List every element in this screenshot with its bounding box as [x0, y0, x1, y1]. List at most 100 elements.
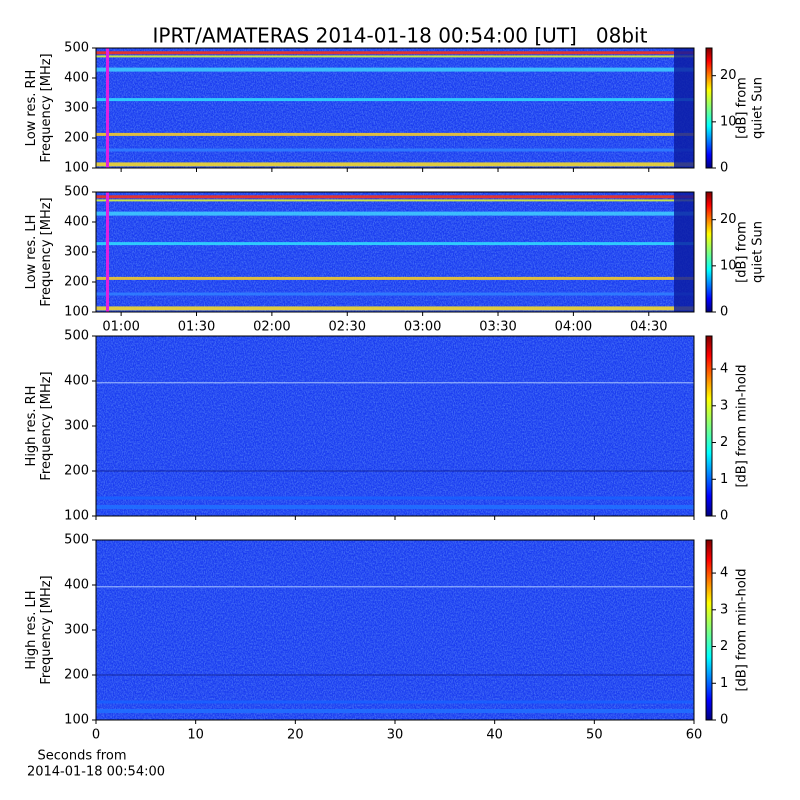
colorbar-tick-label: 20	[720, 212, 737, 227]
y-tick-label: 300	[64, 101, 89, 116]
spectrogram-band	[96, 276, 694, 280]
spectrogram-band	[96, 709, 694, 713]
y-axis-label: Frequency [MHz]	[39, 371, 54, 480]
y-tick-label: 400	[64, 578, 89, 593]
y-tick-label: 500	[64, 329, 89, 344]
x-tick-label: 01:30	[178, 320, 215, 335]
spectrogram-band	[96, 586, 694, 588]
spectrogram-band	[96, 51, 694, 55]
colorbar	[706, 48, 712, 168]
colorbar-frame	[705, 191, 713, 313]
x-tick-label: 50	[586, 728, 603, 743]
colorbar-tick-label: 1	[720, 676, 728, 691]
spectrogram-band	[96, 98, 694, 102]
spectrogram-band	[96, 674, 694, 676]
colorbar-label: [dB] from min-hold	[735, 568, 750, 691]
x-tick-label: 20	[287, 728, 304, 743]
x-tick-label: 03:30	[479, 320, 516, 335]
y-axis-label: Low res. RH	[24, 70, 39, 147]
colorbar-frame	[705, 335, 713, 517]
x-tick-label: 04:30	[630, 320, 667, 335]
y-tick-label: 500	[64, 41, 89, 56]
y-tick-label: 200	[64, 668, 89, 683]
spectrogram-noise	[96, 540, 694, 720]
x-tick-label: 02:00	[253, 320, 290, 335]
x-tick-label: 10	[187, 728, 204, 743]
colorbar-tick-label: 1	[720, 472, 728, 487]
colorbar-tick-label: 0	[720, 161, 728, 176]
colorbar-tick-label: 2	[720, 639, 728, 654]
x-tick-label: 0	[92, 728, 100, 743]
y-tick-label: 300	[64, 623, 89, 638]
colorbar	[706, 540, 712, 720]
y-axis-label: High res. RH	[24, 386, 39, 467]
colorbar-tick-label: 0	[720, 509, 728, 524]
y-tick-label: 200	[64, 464, 89, 479]
y-tick-label: 200	[64, 131, 89, 146]
spectrogram-band	[96, 292, 694, 296]
spectrogram-band	[96, 199, 694, 202]
colorbar-tick-label: 0	[720, 305, 728, 320]
colorbar	[706, 192, 712, 312]
colorbar-tick-label: 10	[720, 114, 737, 129]
spectrogram-gap	[674, 48, 694, 168]
x-tick-label: 40	[486, 728, 503, 743]
x-tick-label: 30	[387, 728, 404, 743]
spectrogram-band	[96, 496, 694, 500]
y-tick-label: 300	[64, 245, 89, 260]
colorbar	[706, 336, 712, 516]
spectrogram-band	[96, 132, 694, 136]
y-axis-label: Low res. LH	[24, 215, 39, 290]
spectrogram-flag	[106, 48, 109, 168]
colorbar-frame	[705, 539, 713, 721]
x-tick-label: 04:00	[555, 320, 592, 335]
colorbar-tick-label: 10	[720, 258, 737, 273]
y-tick-label: 500	[64, 185, 89, 200]
y-axis-label: Frequency [MHz]	[39, 197, 54, 306]
y-tick-label: 100	[64, 305, 89, 320]
spectrogram-band	[96, 700, 694, 704]
colorbar-tick-label: 3	[720, 602, 728, 617]
figure-title: IPRT/AMATERAS 2014-01-18 00:54:00 [UT] 0…	[153, 24, 648, 48]
spectrogram-band	[96, 306, 694, 311]
colorbar-tick-label: 4	[720, 362, 728, 377]
colorbar-label: [dB] from	[735, 77, 750, 139]
y-axis-label: Frequency [MHz]	[39, 575, 54, 684]
spectrogram-band	[96, 505, 694, 509]
spectrogram-band	[96, 55, 694, 58]
x-axis-label: Seconds from	[37, 749, 126, 764]
colorbar-label: [dB] from	[735, 221, 750, 283]
colorbar-label: [dB] from min-hold	[735, 364, 750, 487]
spectrogram-noise	[96, 336, 694, 516]
colorbar-tick-label: 2	[720, 435, 728, 450]
y-tick-label: 400	[64, 71, 89, 86]
y-tick-label: 400	[64, 374, 89, 389]
spectrogram-band	[96, 67, 694, 72]
colorbar-tick-label: 3	[720, 398, 728, 413]
spectrogram-band	[96, 470, 694, 472]
colorbar-tick-label: 0	[720, 713, 728, 728]
colorbar-tick-label: 20	[720, 68, 737, 83]
y-tick-label: 200	[64, 275, 89, 290]
spectrogram-flag	[106, 192, 109, 312]
colorbar-label: quiet Sun	[751, 77, 766, 139]
y-axis-label: High res. LH	[24, 590, 39, 669]
spectrogram-band	[96, 162, 694, 167]
y-axis-label: Frequency [MHz]	[39, 53, 54, 162]
spectrogram-band	[96, 195, 694, 199]
x-tick-label: 03:00	[404, 320, 441, 335]
x-axis-label: 2014-01-18 00:54:00	[27, 765, 165, 780]
x-tick-label: 60	[686, 728, 703, 743]
spectrogram-band	[96, 211, 694, 216]
y-tick-label: 100	[64, 509, 89, 524]
spectrogram-band	[96, 382, 694, 384]
y-tick-label: 400	[64, 215, 89, 230]
colorbar-frame	[705, 47, 713, 169]
y-tick-label: 500	[64, 533, 89, 548]
spectrogram-band	[96, 148, 694, 152]
colorbar-tick-label: 4	[720, 566, 728, 581]
spectrogram-band	[96, 242, 694, 246]
y-tick-label: 100	[64, 713, 89, 728]
x-tick-label: 02:30	[329, 320, 366, 335]
